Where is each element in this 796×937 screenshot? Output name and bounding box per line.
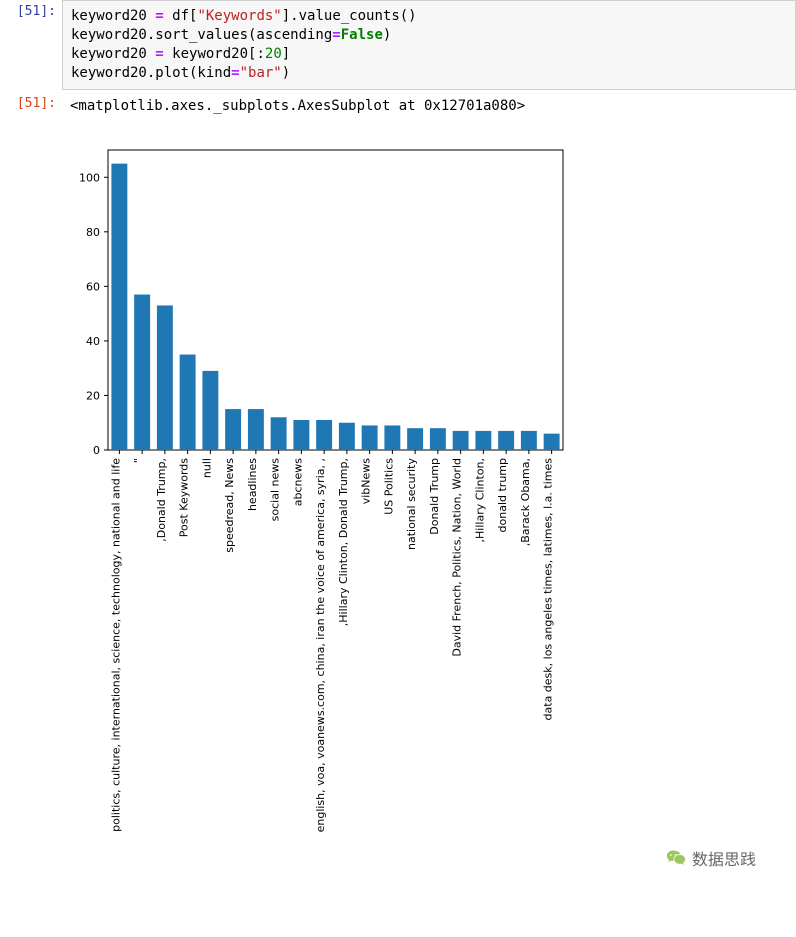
x-tick-label: english, voa, voanews.com, china, iran t… (314, 458, 327, 832)
x-tick-label: null (200, 458, 213, 478)
code-token: False (341, 27, 383, 43)
x-tick-label: headlines (246, 457, 259, 510)
bar (475, 430, 491, 449)
input-cell: [51]: keyword20 = df["Keywords"].value_c… (0, 0, 796, 90)
output-repr: <matplotlib.axes._subplots.AxesSubplot a… (62, 92, 796, 120)
x-tick-label: US Politics (382, 457, 395, 514)
code-token: keyword20.sort_values(ascending (71, 27, 332, 43)
x-tick-label: ,Hillary Clinton, Donald Trump, (337, 458, 350, 626)
x-tick-label: national security (405, 457, 418, 549)
bar (407, 428, 423, 450)
wechat-icon (666, 848, 686, 868)
code-token: keyword20[: (164, 46, 265, 62)
bar-chart: 0 20 40 60 80 100 politics, culture, internati… (56, 140, 576, 900)
bar (498, 430, 514, 449)
code-token: ] (282, 46, 290, 62)
code-area[interactable]: keyword20 = df["Keywords"].value_counts(… (62, 0, 796, 90)
x-tick-label: ,Hillary Clinton, (473, 458, 486, 542)
x-tick-label: vibNews (360, 457, 373, 504)
x-tick-label: ,Barack Obama, (519, 458, 532, 546)
code-token: = (155, 46, 163, 62)
bar (134, 294, 150, 449)
bar (271, 417, 287, 450)
x-tick-label: " (132, 458, 145, 463)
x-tick-label: David French, Politics, Nation, World (451, 458, 464, 657)
bar (453, 430, 469, 449)
bar (544, 433, 560, 449)
y-tick-label: 60 (86, 280, 100, 293)
x-tick-label: social news (269, 457, 282, 521)
bar (225, 409, 241, 450)
bar (293, 420, 309, 450)
x-tick-label: data desk, los angeles times, latimes, l… (542, 457, 555, 720)
bar (362, 425, 378, 450)
bar (111, 163, 127, 449)
code-token: ) (282, 65, 290, 81)
code-token: = (155, 8, 163, 24)
y-tick-label: 80 (86, 225, 100, 238)
y-tick-label: 40 (86, 334, 100, 347)
x-tick-label: abcnews (291, 457, 304, 506)
in-prompt-label: [51]: (0, 0, 62, 23)
bar (202, 370, 218, 449)
bar (384, 425, 400, 450)
x-tick-label: Post Keywords (178, 457, 191, 536)
x-tick-label: ,Donald Trump, (155, 458, 168, 542)
bar (316, 420, 332, 450)
bar (248, 409, 264, 450)
code-token: keyword20 (71, 46, 155, 62)
bar (521, 430, 537, 449)
code-token: ].value_counts() (282, 8, 417, 24)
code-token: 20 (265, 46, 282, 62)
plot-frame (108, 150, 563, 450)
out-prompt-label: [51]: (0, 92, 62, 115)
x-tick-label: Donald Trump (428, 458, 441, 535)
code-token: = (332, 27, 340, 43)
bar (339, 422, 355, 449)
code-token: "bar" (240, 65, 282, 81)
code-token: = (231, 65, 239, 81)
output-cell: [51]: <matplotlib.axes._subplots.AxesSub… (0, 92, 796, 120)
x-tick-label: politics, culture, international, scienc… (109, 457, 122, 831)
y-tick-label: 20 (86, 389, 100, 402)
x-tick-label: speedread, News (223, 457, 236, 552)
bar (180, 354, 196, 449)
x-tick-label: donald trump (496, 458, 509, 532)
bar (157, 305, 173, 450)
code-token: df[ (164, 8, 198, 24)
chart-output: 0 20 40 60 80 100 politics, culture, internati… (56, 140, 796, 900)
watermark-text: 数据思践 (692, 846, 756, 870)
bar (430, 428, 446, 450)
code-token: keyword20.plot(kind (71, 65, 231, 81)
y-tick-label: 100 (79, 171, 100, 184)
watermark: 数据思践 (666, 846, 756, 870)
y-tick-label: 0 (93, 444, 100, 457)
code-token: ) (383, 27, 391, 43)
code-token: "Keywords" (197, 8, 281, 24)
code-token: keyword20 (71, 8, 155, 24)
